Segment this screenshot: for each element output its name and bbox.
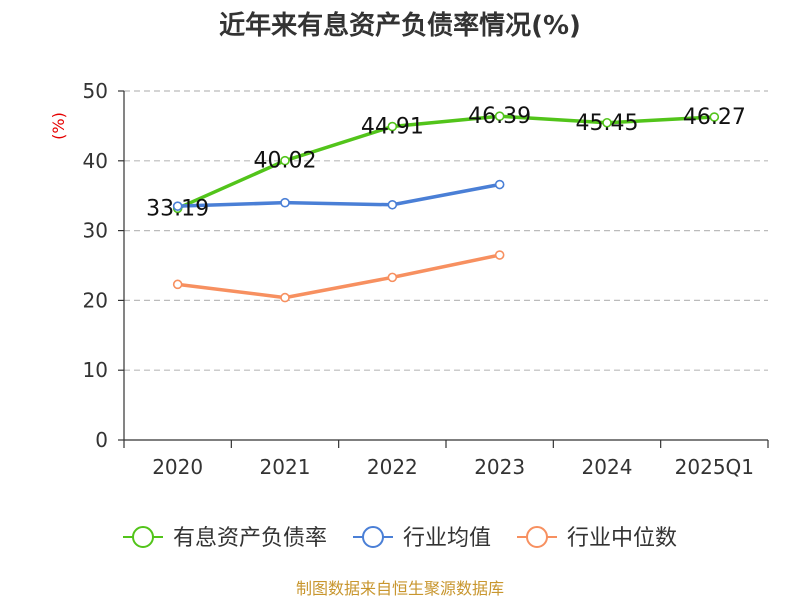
data-point [494, 250, 505, 260]
data-label: 44.91 [361, 115, 424, 140]
y-tick-label: 20 [83, 288, 108, 312]
series-line [175, 253, 502, 300]
y-tick-label: 50 [83, 79, 108, 103]
legend-label: 有息资产负债率 [173, 526, 327, 551]
y-tick-label: 40 [83, 149, 108, 173]
x-tick-label: 2025Q1 [675, 455, 754, 479]
axes: 0 10 20 30 40 50 2020 2021 2022 2023 2024 2025Q1 [83, 79, 769, 479]
chart-title: 近年来有息资产负债率情况(%) [219, 10, 581, 41]
data-labels: 33.19 40.02 44.91 46.39 45.45 46.27 [146, 104, 746, 221]
y-tick-label: 30 [83, 219, 108, 243]
data-point [387, 272, 398, 283]
y-tick-label: 10 [83, 358, 108, 382]
legend-item-2[interactable]: 行业均值 [353, 526, 491, 551]
data-point [172, 279, 183, 290]
data-point [172, 201, 183, 211]
legend-marker-icon [132, 526, 154, 548]
legend-marker-icon [362, 526, 384, 548]
series-line [175, 114, 717, 211]
data-point [709, 112, 720, 122]
x-tick-label: 2022 [367, 455, 418, 479]
legend-label: 行业中位数 [567, 526, 677, 551]
x-tick-label: 2021 [260, 455, 311, 479]
legend-item-3[interactable]: 行业中位数 [517, 526, 677, 551]
x-tick-label: 2023 [474, 455, 525, 479]
y-tick-label: 0 [95, 428, 108, 452]
legend[interactable]: 有息资产负债率 行业均值 行业中位数 [123, 526, 677, 551]
data-point [280, 197, 290, 208]
x-tick-label: 2024 [582, 455, 633, 479]
data-label: 46.27 [683, 105, 746, 130]
data-source-note: 制图数据来自恒生聚源数据库 [296, 579, 504, 598]
data-label: 33.19 [146, 196, 209, 221]
data-point [494, 179, 505, 190]
data-point [280, 292, 290, 303]
legend-label: 行业均值 [403, 526, 491, 551]
data-point [387, 121, 398, 132]
x-tick-label: 2020 [152, 455, 203, 479]
y-axis-unit: (%) [49, 112, 68, 140]
series-2 [172, 179, 505, 211]
grid-lines [124, 90, 768, 371]
series-line [175, 182, 502, 208]
legend-item-1[interactable]: 有息资产负债率 [123, 526, 327, 551]
data-label: 40.02 [254, 149, 317, 174]
data-point [494, 111, 505, 121]
data-point [280, 155, 290, 166]
series-1 [172, 111, 720, 214]
data-point [602, 117, 612, 128]
legend-marker-icon [526, 526, 548, 548]
data-label: 46.39 [468, 104, 531, 129]
data-point [387, 199, 398, 210]
series-group [172, 111, 720, 303]
series-3 [172, 250, 505, 303]
data-label: 45.45 [576, 111, 639, 136]
